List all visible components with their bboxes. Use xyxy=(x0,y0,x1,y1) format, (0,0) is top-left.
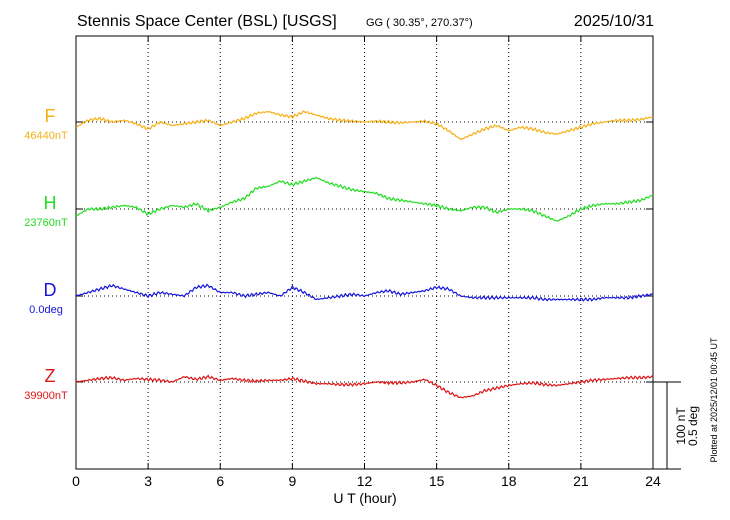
scale-bar-nt-label: 100 nT xyxy=(674,407,688,445)
series-line-Z xyxy=(75,374,654,399)
x-tick-label-3: 3 xyxy=(144,473,152,489)
station-title: Stennis Space Center (BSL) [USGS] xyxy=(77,13,337,30)
series-line-F xyxy=(75,110,654,141)
x-tick-label-9: 9 xyxy=(288,473,296,489)
x-tick-label-0: 0 xyxy=(72,473,80,489)
series-baseline-label-Z: 39900nT xyxy=(24,390,68,402)
series-name-D: D xyxy=(44,280,57,300)
grid-lines xyxy=(147,36,582,469)
plot-date: 2025/10/31 xyxy=(574,13,654,30)
x-tick-label-12: 12 xyxy=(357,473,373,489)
x-axis-ticks: 0 3 6 9 12 15 18 21 24 xyxy=(72,36,661,489)
x-tick-label-15: 15 xyxy=(429,473,445,489)
scale-bar-deg-label: 0.5 deg xyxy=(686,406,700,446)
series-name-H: H xyxy=(44,193,57,213)
x-axis-label: U T (hour) xyxy=(333,490,396,506)
series-baseline-label-F: 46440nT xyxy=(24,130,68,142)
series-labels: F 46440nT H 23760nT D 0.0deg Z 39900nT xyxy=(24,106,68,402)
series-baseline-label-H: 23760nT xyxy=(24,217,68,229)
plotted-timestamp: Plotted at 2025/12/01 00:45 UT xyxy=(709,337,719,463)
series-name-F: F xyxy=(45,106,56,126)
x-tick-label-21: 21 xyxy=(573,473,589,489)
x-tick-label-24: 24 xyxy=(645,473,661,489)
series-line-H xyxy=(75,176,654,222)
series-line-D xyxy=(75,283,654,302)
series-baseline-label-D: 0.0deg xyxy=(29,304,63,316)
station-coordinates: GG ( 30.35°, 270.37°) xyxy=(366,17,473,29)
x-tick-label-18: 18 xyxy=(501,473,517,489)
scale-bar: 100 nT 0.5 deg xyxy=(653,381,700,470)
series-name-Z: Z xyxy=(45,366,56,386)
series-lines xyxy=(75,110,654,399)
x-tick-label-6: 6 xyxy=(216,473,224,489)
